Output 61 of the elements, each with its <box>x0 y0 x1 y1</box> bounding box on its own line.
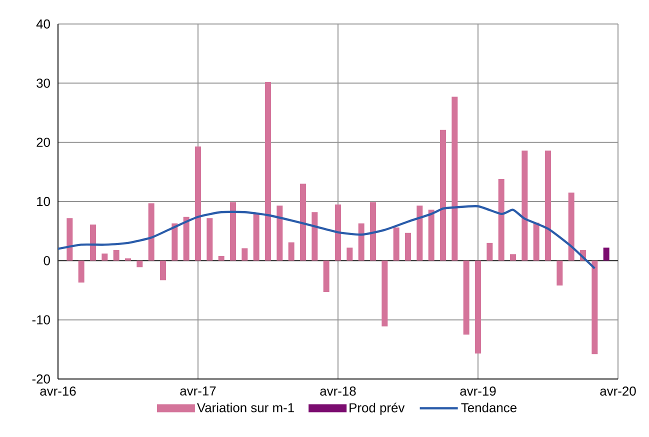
bar <box>148 203 154 261</box>
bar <box>533 222 540 261</box>
bar <box>592 260 598 354</box>
x-tick-label: avr-17 <box>180 386 216 396</box>
x-tick-label: avr-16 <box>40 386 76 396</box>
y-tick-label: 0 <box>44 256 50 266</box>
bar <box>358 223 364 261</box>
bar <box>416 206 423 261</box>
bar <box>463 260 470 335</box>
bar <box>218 256 224 261</box>
y-tick-label: 40 <box>36 19 50 29</box>
bar <box>498 179 504 261</box>
bar <box>393 228 400 261</box>
bar <box>382 260 388 326</box>
bar <box>90 224 96 261</box>
bar <box>312 212 318 261</box>
bar <box>452 96 458 261</box>
bar <box>428 210 434 261</box>
bar <box>288 242 294 261</box>
line-series <box>58 205 596 270</box>
x-tick-label: avr-19 <box>460 386 496 396</box>
bar <box>136 260 143 268</box>
bar <box>510 254 516 261</box>
bar <box>568 192 574 261</box>
bar <box>113 250 120 261</box>
bar <box>183 216 190 261</box>
y-tick-label: 20 <box>36 138 50 147</box>
bar <box>556 260 563 286</box>
bar <box>440 130 446 261</box>
bar <box>603 248 610 261</box>
y-tick-label: 30 <box>36 78 50 88</box>
x-tick-label: avr-18 <box>320 386 356 396</box>
bar <box>230 202 236 261</box>
bar <box>545 150 552 261</box>
bar <box>102 254 108 261</box>
bar <box>78 260 84 283</box>
bar <box>276 206 283 261</box>
bar <box>335 204 342 261</box>
bar <box>265 82 271 261</box>
bar <box>195 146 201 261</box>
bar <box>66 218 73 261</box>
bar <box>253 214 260 261</box>
bar <box>160 260 166 280</box>
bar <box>370 202 376 261</box>
bar <box>405 232 412 261</box>
y-tick-label: -20 <box>32 374 50 384</box>
bar <box>242 248 248 261</box>
bar <box>486 242 493 261</box>
bar <box>323 260 330 292</box>
x-tick-label: avr-20 <box>600 386 636 396</box>
bar <box>346 248 353 261</box>
legend-label: Tendance <box>461 402 516 412</box>
bar <box>206 218 213 261</box>
legend-label: Variation sur m-1 <box>196 402 294 412</box>
bar <box>300 184 306 261</box>
bar <box>522 150 528 261</box>
legend-label: Prod prév <box>350 402 405 415</box>
bar <box>475 260 482 354</box>
y-tick-label: -10 <box>32 315 50 324</box>
y-tick-label: 10 <box>37 196 50 206</box>
bar <box>172 223 178 261</box>
